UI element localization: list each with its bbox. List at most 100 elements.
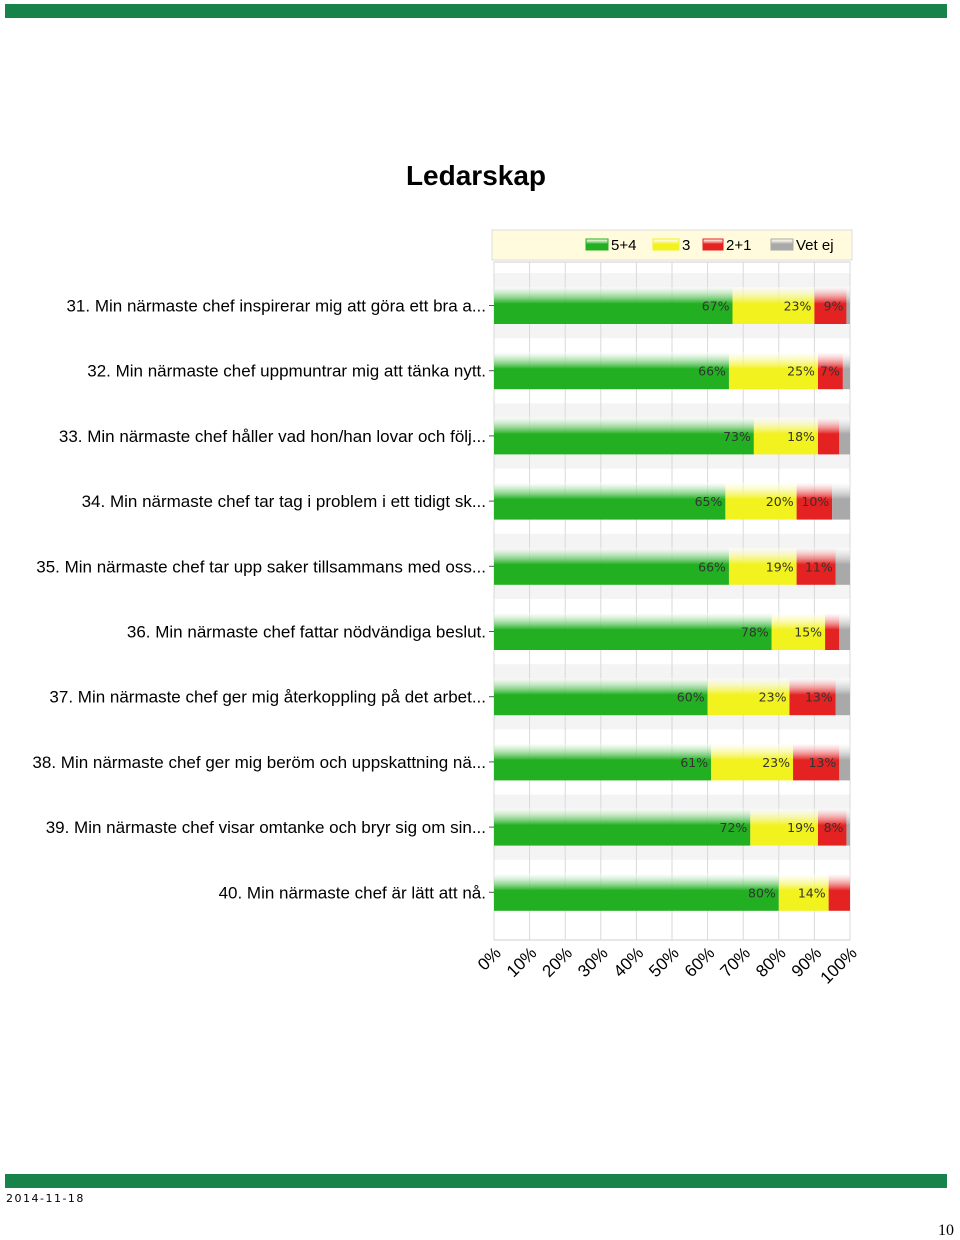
x-tick-label: 60% <box>681 943 718 980</box>
bar-segment <box>725 482 797 520</box>
bar-segment <box>753 417 818 455</box>
data-label: 20% <box>766 494 794 509</box>
bar-segment <box>846 808 850 846</box>
bar-segment <box>494 678 708 716</box>
bar-segment <box>825 613 840 650</box>
legend-swatch <box>702 238 724 251</box>
bar-segment <box>494 352 729 390</box>
data-label: 13% <box>805 690 833 705</box>
x-tick-label: 10% <box>503 943 540 980</box>
data-label: 23% <box>762 755 790 770</box>
x-tick-label: 30% <box>574 943 611 980</box>
bar-segment <box>494 873 779 911</box>
data-label: 67% <box>702 299 730 314</box>
bar-segment <box>771 613 826 650</box>
category-label: 34. Min närmaste chef tar tag i problem … <box>82 492 486 511</box>
data-label: 9% <box>824 299 844 314</box>
data-label: 19% <box>787 820 815 835</box>
data-label: 23% <box>784 299 812 314</box>
data-label: 8% <box>824 820 844 835</box>
legend-swatch <box>770 238 794 251</box>
category-label: 35. Min närmaste chef tar upp saker till… <box>36 557 486 576</box>
bar-segment <box>839 613 850 650</box>
bar-segment <box>789 678 836 716</box>
data-label: 66% <box>698 559 726 574</box>
bar-segment <box>494 613 772 650</box>
bar-segment <box>796 547 836 585</box>
x-tick-label: 20% <box>539 943 576 980</box>
legend-swatch <box>585 238 609 251</box>
category-label: 32. Min närmaste chef uppmuntrar mig att… <box>87 362 486 381</box>
bar-segment <box>778 873 829 911</box>
bar-segment <box>728 547 797 585</box>
bar-segment <box>711 743 794 781</box>
category-label: 37. Min närmaste chef ger mig återkoppli… <box>49 688 486 707</box>
legend-label: 5+4 <box>611 237 636 254</box>
bar-segment <box>796 482 833 520</box>
category-label: 31. Min närmaste chef inspirerar mig att… <box>66 297 486 316</box>
bar-segment <box>817 352 843 390</box>
data-label: 72% <box>720 820 748 835</box>
legend-label: 3 <box>682 237 690 254</box>
bar-segment <box>494 482 726 520</box>
data-label: 10% <box>801 494 829 509</box>
bar-segment <box>817 417 840 455</box>
data-label: 13% <box>809 755 837 770</box>
page-title: Ledarskap <box>405 160 547 191</box>
top-band <box>5 4 947 18</box>
data-label: 78% <box>741 625 769 640</box>
bar-segment <box>846 287 850 324</box>
bottom-band <box>5 1174 947 1188</box>
bar-segment <box>835 547 850 585</box>
legend-label: Vet ej <box>796 237 834 254</box>
data-label: 19% <box>766 559 794 574</box>
footer-date: 2014-11-18 <box>6 1192 85 1205</box>
x-tick-label: 80% <box>752 943 789 980</box>
category-label: 38. Min närmaste chef ger mig beröm och … <box>32 753 486 772</box>
data-label: 25% <box>787 364 815 379</box>
data-label: 14% <box>798 885 826 900</box>
bar-segment <box>839 417 850 455</box>
category-label: 36. Min närmaste chef fattar nödvändiga … <box>127 623 486 642</box>
x-tick-label: 50% <box>645 943 682 980</box>
bar-segment <box>494 547 729 585</box>
bar-segment <box>494 743 712 781</box>
data-label: 80% <box>748 885 776 900</box>
bar-segment <box>494 287 733 324</box>
data-label: 7% <box>820 364 840 379</box>
bar-segment <box>839 743 850 781</box>
bar-segment <box>793 743 840 781</box>
page-number: 10 <box>938 1222 954 1239</box>
x-tick-label: 0% <box>474 943 505 974</box>
bar-segment <box>842 352 850 390</box>
data-label: 11% <box>805 559 833 574</box>
bar-segment <box>494 417 754 455</box>
bar-segment <box>828 873 850 911</box>
bar-segment <box>835 678 850 716</box>
category-label: 39. Min närmaste chef visar omtanke och … <box>46 818 486 837</box>
bar-segment <box>817 808 847 846</box>
data-label: 61% <box>680 755 708 770</box>
bar-segment <box>494 808 751 846</box>
category-label: 40. Min närmaste chef är lätt att nå. <box>219 883 486 902</box>
bar-segment <box>814 287 847 324</box>
data-label: 15% <box>794 625 822 640</box>
data-label: 60% <box>677 690 705 705</box>
data-label: 73% <box>723 429 751 444</box>
bar-segment <box>832 482 850 520</box>
legend-swatch <box>652 238 680 251</box>
bar-segment <box>707 678 790 716</box>
data-label: 65% <box>695 494 723 509</box>
x-tick-label: 100% <box>817 943 861 987</box>
x-tick-label: 40% <box>610 943 647 980</box>
data-label: 66% <box>698 364 726 379</box>
bar-segment <box>750 808 818 846</box>
legend-label: 2+1 <box>726 237 751 254</box>
bar-segment <box>728 352 818 390</box>
x-tick-label: 70% <box>717 943 754 980</box>
category-label: 33. Min närmaste chef håller vad hon/han… <box>59 427 486 446</box>
data-label: 23% <box>759 690 787 705</box>
bar-segment <box>732 287 815 324</box>
data-label: 18% <box>787 429 815 444</box>
